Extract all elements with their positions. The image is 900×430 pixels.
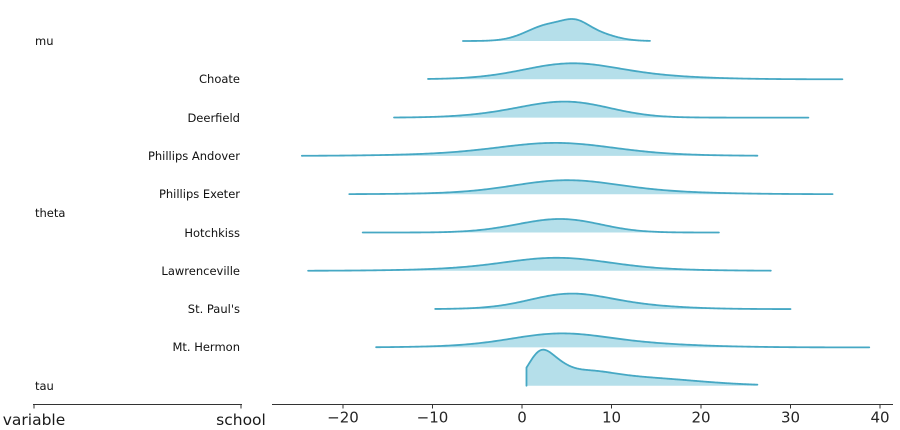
density-line-tau [525, 348, 759, 387]
density-curves [300, 18, 871, 387]
density-fill-mu [462, 19, 650, 41]
density-line-choate [427, 62, 844, 81]
row-label-hotchkiss: Hotchkiss [184, 225, 240, 240]
density-fill-phillips-exeter [349, 180, 833, 195]
density-fill-mt-hermon [376, 333, 870, 348]
row-label-deerfield: Deerfield [187, 110, 240, 125]
row-label-lawrenceville: Lawrenceville [161, 263, 240, 278]
x-tick-label: 0 [517, 409, 527, 427]
density-line-hotchkiss [361, 218, 720, 234]
row-label-mt-hermon: Mt. Hermon [172, 340, 240, 355]
density-line-mu [462, 18, 651, 42]
density-line-mt-hermon [375, 332, 871, 349]
x-tick-label: 10 [602, 409, 621, 427]
density-fill-deerfield [394, 101, 809, 118]
row-label-mu: mu [35, 34, 54, 48]
density-fill-st-paul-s [435, 293, 791, 310]
row-label-phillips-andover: Phillips Andover [147, 148, 240, 163]
x-tick-label: −10 [417, 409, 449, 427]
x-tick-label: −20 [327, 409, 359, 427]
density-line-lawrenceville [307, 256, 772, 272]
group-label-theta: theta [35, 206, 66, 221]
x-axis: −20 −10 0 10 20 30 40 [272, 404, 893, 427]
column-header-school: school [216, 410, 266, 429]
density-fill-phillips-andover [301, 142, 758, 156]
density-fill-tau [526, 349, 758, 386]
density-fill-hotchkiss [362, 219, 719, 233]
density-line-st-paul-s [434, 292, 792, 310]
density-line-deerfield [393, 100, 810, 119]
x-tick-label: 20 [691, 409, 710, 427]
row-label-choate: Choate [199, 72, 240, 87]
row-label-st-paul-s: St. Paul's [187, 302, 240, 317]
density-line-phillips-exeter [348, 179, 834, 196]
x-tick-label: 40 [870, 409, 889, 427]
x-tick-label: 30 [781, 409, 800, 427]
row-label-tau: tau [35, 378, 54, 393]
density-fill-lawrenceville [308, 257, 771, 271]
column-header-variable: variable [2, 410, 66, 429]
label-axis [33, 404, 242, 409]
row-label-phillips-exeter: Phillips Exeter [158, 187, 240, 202]
density-line-phillips-andover [300, 142, 759, 157]
